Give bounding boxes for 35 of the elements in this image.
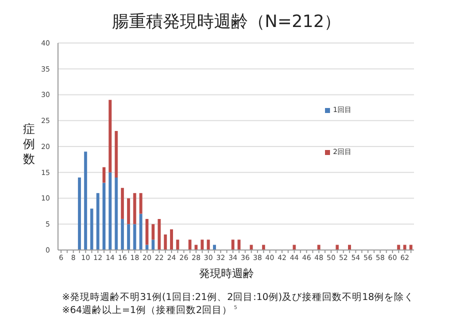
bar <box>127 224 130 250</box>
bar <box>114 178 118 250</box>
bar <box>133 224 136 250</box>
bar <box>108 172 112 250</box>
y-axis-title: 症例数 <box>22 122 36 167</box>
bar <box>176 240 180 250</box>
bar <box>120 218 124 250</box>
chart-title: 腸重積発現時週齢（N=212） <box>110 11 342 33</box>
bar <box>84 152 88 250</box>
text: ※64週齢以上=1例（接種回数2回目） <box>62 304 232 317</box>
bar <box>188 240 192 250</box>
bar <box>102 167 106 183</box>
bar <box>231 240 234 250</box>
bar <box>200 240 204 250</box>
bar <box>120 188 124 219</box>
bar <box>145 218 148 245</box>
bar <box>238 240 241 250</box>
text: ※発現時週齢不明31例(1回目:21例、2回目:10例)及び接種回数不明18例を除く <box>62 291 414 304</box>
bar <box>96 193 100 250</box>
bar <box>133 193 136 224</box>
bar <box>114 130 118 178</box>
bar <box>139 214 142 250</box>
bar <box>206 240 210 250</box>
bar <box>152 240 155 250</box>
bar <box>127 198 130 224</box>
bar <box>78 178 81 250</box>
bar <box>158 218 161 250</box>
x-axis-title: 発現時週齢 <box>198 266 255 281</box>
bar <box>152 224 155 240</box>
bar <box>90 208 94 250</box>
bar <box>139 193 142 214</box>
bar <box>108 100 112 172</box>
bar <box>102 182 106 250</box>
bar <box>164 234 167 250</box>
bar <box>170 229 174 250</box>
